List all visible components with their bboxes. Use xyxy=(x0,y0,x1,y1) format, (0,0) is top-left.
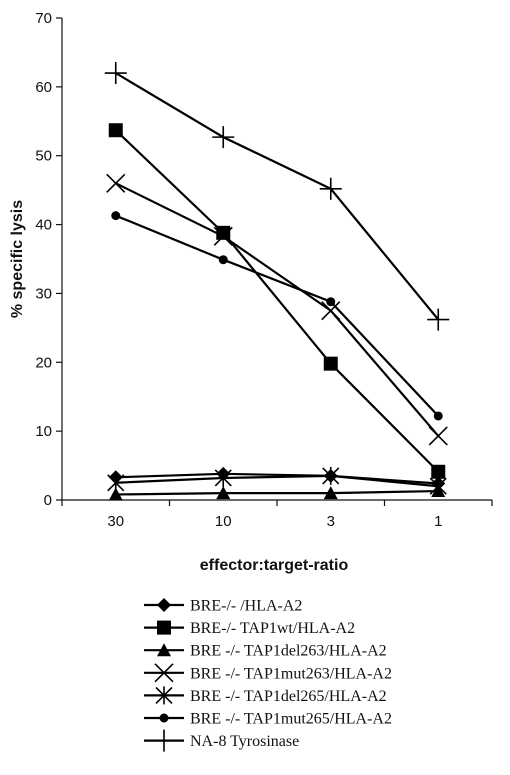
data-point xyxy=(214,468,232,487)
y-tick-label: 10 xyxy=(35,423,52,440)
series-2 xyxy=(108,123,446,479)
data-point xyxy=(321,301,341,321)
data-point xyxy=(218,255,228,265)
data-point xyxy=(212,126,235,149)
data-point xyxy=(429,477,447,496)
x-tick-label: 1 xyxy=(434,513,442,530)
x-tick-label: 10 xyxy=(215,513,232,530)
legend-item: BRE-/- /HLA-A2 xyxy=(144,598,302,615)
legend-item: BRE-/- TAP1wt/HLA-A2 xyxy=(144,620,355,637)
data-point xyxy=(216,486,231,500)
y-tick-label: 70 xyxy=(35,10,52,27)
x-tick-label: 30 xyxy=(107,513,124,530)
series-line xyxy=(115,72,440,321)
series-1 xyxy=(108,466,446,491)
series-4 xyxy=(106,173,448,446)
data-point xyxy=(433,411,443,421)
legend-item: NA-8 Tyrosinase xyxy=(144,729,299,752)
data-point xyxy=(431,464,446,479)
legend-label: BRE -/- TAP1del265/HLA-A2 xyxy=(190,688,387,705)
x-axis-title: effector:target-ratio xyxy=(200,557,349,574)
y-tick-label: 20 xyxy=(35,354,52,371)
data-point xyxy=(108,123,123,138)
series-7 xyxy=(104,62,450,331)
axes: 0 10 20 30 40 50 60 70 30 10 3 1 xyxy=(35,10,493,530)
data-point xyxy=(323,356,338,371)
data-point xyxy=(216,225,231,240)
series-line xyxy=(114,129,440,473)
legend-marker xyxy=(159,713,169,723)
series-line xyxy=(115,472,439,485)
series-line xyxy=(115,474,439,488)
x-ticks: 30 10 3 1 xyxy=(61,500,493,530)
legend-marker xyxy=(155,686,173,705)
data-point xyxy=(108,487,123,501)
legend-item: BRE -/- TAP1del263/HLA-A2 xyxy=(144,643,387,660)
legend-marker xyxy=(157,620,171,635)
series-3 xyxy=(108,484,446,501)
series-line xyxy=(115,214,440,417)
legend-label: BRE -/- TAP1mut263/HLA-A2 xyxy=(190,665,392,682)
legend-marker xyxy=(154,663,174,683)
series-6 xyxy=(111,211,443,421)
legend-marker xyxy=(157,598,171,612)
data-point xyxy=(322,466,340,485)
data-point xyxy=(323,486,338,500)
data-point xyxy=(427,308,450,331)
legend-marker xyxy=(153,729,175,752)
series-line xyxy=(115,489,439,496)
series-line xyxy=(115,182,440,437)
data-point xyxy=(106,173,126,193)
legend-label: NA-8 Tyrosinase xyxy=(190,733,299,750)
data-point xyxy=(319,177,342,200)
data-point xyxy=(326,297,336,307)
data-point xyxy=(107,473,125,492)
y-tick-label: 40 xyxy=(35,217,52,234)
legend-label: BRE -/- TAP1mut265/HLA-A2 xyxy=(190,711,392,728)
legend-marker xyxy=(157,643,171,657)
legend-label: BRE-/- TAP1wt/HLA-A2 xyxy=(190,620,355,637)
legend: BRE-/- /HLA-A2 BRE-/- TAP1wt/HLA-A2 BRE -/… xyxy=(144,598,392,752)
y-tick-label: 60 xyxy=(35,79,52,96)
legend-item: BRE -/- TAP1mut265/HLA-A2 xyxy=(144,711,392,728)
data-point xyxy=(111,211,121,221)
y-axis-title: % specific lysis xyxy=(9,200,26,318)
series-5 xyxy=(107,466,447,496)
legend-label: BRE-/- /HLA-A2 xyxy=(190,598,302,615)
legend-item: BRE -/- TAP1mut263/HLA-A2 xyxy=(144,663,392,683)
data-point xyxy=(104,62,127,85)
legend-label: BRE -/- TAP1del263/HLA-A2 xyxy=(190,643,387,660)
y-ticks: 0 10 20 30 40 50 60 70 xyxy=(35,10,62,509)
legend-item: BRE -/- TAP1del265/HLA-A2 xyxy=(144,686,387,705)
series-layer xyxy=(104,62,450,501)
data-point xyxy=(428,426,448,446)
y-tick-label: 30 xyxy=(35,285,52,302)
data-point xyxy=(213,226,233,246)
y-tick-label: 0 xyxy=(44,492,52,509)
x-tick-label: 3 xyxy=(327,513,335,530)
y-tick-label: 50 xyxy=(35,148,52,165)
